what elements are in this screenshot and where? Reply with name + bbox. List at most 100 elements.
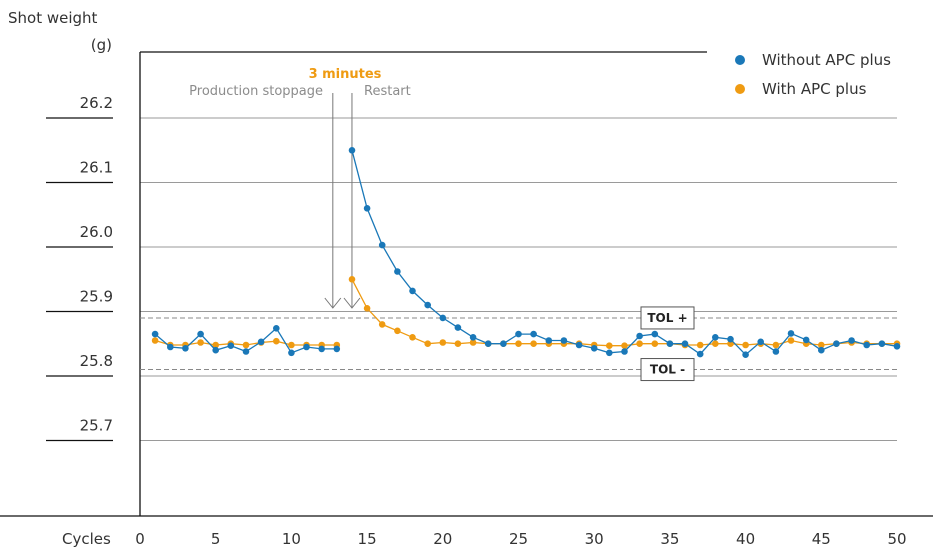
data-point-0-13 [333, 345, 341, 353]
data-point-0-1 [151, 330, 159, 338]
y-tick-label-26.0: 26.0 [80, 223, 113, 241]
x-tick-label-35: 35 [660, 530, 679, 548]
data-point-0-25 [515, 330, 522, 338]
data-point-1-10 [288, 341, 295, 349]
data-series [151, 147, 901, 359]
data-point-1-7 [242, 341, 250, 349]
data-point-0-24 [500, 340, 507, 348]
tol-lower-label: TOL - [650, 363, 685, 377]
tol-upper-label: TOL + [647, 311, 687, 325]
data-point-0-5 [212, 346, 219, 354]
data-point-0-10 [288, 349, 295, 357]
data-point-1-45 [818, 341, 825, 349]
data-point-1-4 [197, 339, 204, 346]
data-point-0-18 [409, 287, 416, 295]
y-axis-title-line1: Shot weight [8, 9, 98, 27]
data-point-0-46 [833, 340, 840, 348]
tol-lower-box [640, 358, 695, 382]
data-point-1-33 [636, 340, 643, 348]
data-point-0-8 [257, 338, 265, 346]
data-point-1-43 [787, 337, 795, 344]
restart-arrow-head [343, 297, 361, 309]
data-point-1-25 [515, 340, 522, 348]
data-point-1-42 [772, 341, 780, 349]
y-tick-label-26.2: 26.2 [80, 94, 113, 112]
x-tick-label-20: 20 [433, 530, 452, 548]
legend-marker-without-apc [735, 55, 745, 65]
y-tick-labels: 25.7 25.8 25.9 26.0 26.1 26.2 [46, 94, 113, 442]
data-point-1-40 [742, 341, 749, 349]
data-point-0-32 [621, 348, 628, 355]
y-tick-label-25.8: 25.8 [80, 352, 113, 370]
data-point-0-33 [636, 332, 643, 340]
data-point-0-17 [394, 268, 401, 275]
x-tick-label-0: 0 [135, 530, 145, 548]
data-point-1-15 [363, 305, 371, 312]
data-point-0-11 [303, 343, 310, 351]
x-tick-labels: 0 5 10 15 20 25 30 35 40 45 50 [135, 530, 906, 548]
data-point-0-40 [742, 351, 749, 359]
data-point-1-37 [696, 341, 704, 349]
legend-label-with-apc: With APC plus [762, 80, 867, 98]
series-line-1-seg1 [351, 278, 897, 347]
data-point-1-18 [409, 334, 416, 341]
x-tick-label-40: 40 [736, 530, 755, 548]
data-point-0-9 [273, 325, 280, 332]
series-without-apc [151, 147, 901, 359]
data-point-0-45 [818, 346, 825, 354]
data-point-1-16 [378, 321, 386, 328]
x-tick-label-10: 10 [282, 530, 301, 548]
data-point-0-30 [590, 345, 598, 352]
data-point-0-27 [545, 337, 553, 344]
series-line-0-seg1 [351, 150, 898, 356]
data-point-1-20 [439, 339, 447, 346]
data-point-0-21 [454, 324, 462, 331]
data-point-1-22 [469, 339, 477, 346]
data-point-0-38 [712, 334, 719, 341]
data-point-1-9 [273, 337, 280, 345]
data-point-0-26 [530, 330, 537, 338]
y-tick-label-25.9: 25.9 [80, 288, 113, 306]
data-point-1-17 [394, 327, 401, 335]
data-point-0-12 [318, 345, 326, 353]
data-point-1-1 [151, 337, 159, 344]
y-tick-label-25.7: 25.7 [80, 417, 113, 435]
tolerance-band: TOL + TOL - [140, 306, 897, 382]
x-tick-label-25: 25 [509, 530, 528, 548]
x-tick-label-30: 30 [585, 530, 604, 548]
tol-upper-box [640, 306, 695, 330]
data-point-1-32 [621, 342, 628, 350]
data-point-0-22 [469, 334, 477, 341]
data-point-0-39 [727, 335, 734, 343]
series-with-apc [151, 276, 901, 350]
data-point-0-29 [575, 341, 583, 349]
data-point-0-31 [606, 349, 613, 357]
annotations: 3 minutes Production stoppage Restart [189, 67, 411, 309]
data-point-0-6 [227, 342, 235, 350]
data-point-1-34 [651, 340, 659, 348]
data-point-1-38 [712, 340, 719, 348]
data-point-0-37 [696, 350, 704, 358]
data-point-0-44 [802, 336, 810, 344]
legend-marker-with-apc [735, 84, 745, 94]
data-point-1-5 [212, 341, 219, 349]
y-tick-label-26.1: 26.1 [80, 159, 113, 177]
data-point-0-42 [772, 348, 780, 355]
data-point-0-15 [363, 205, 371, 212]
data-point-0-2 [167, 343, 174, 351]
data-point-0-43 [787, 330, 795, 337]
y-axis-title-line2: (g) [91, 36, 112, 54]
x-tick-label-45: 45 [812, 530, 831, 548]
legend-label-without-apc: Without APC plus [762, 51, 891, 69]
data-point-1-19 [424, 340, 432, 348]
x-tick-label-50: 50 [887, 530, 906, 548]
data-point-1-21 [454, 340, 462, 348]
data-point-0-4 [197, 330, 204, 338]
data-point-0-14 [348, 147, 356, 154]
data-point-0-16 [378, 241, 386, 249]
data-point-0-47 [848, 337, 855, 344]
data-point-1-14 [348, 276, 356, 283]
data-point-1-31 [606, 342, 613, 350]
grid-lines [140, 117, 897, 441]
